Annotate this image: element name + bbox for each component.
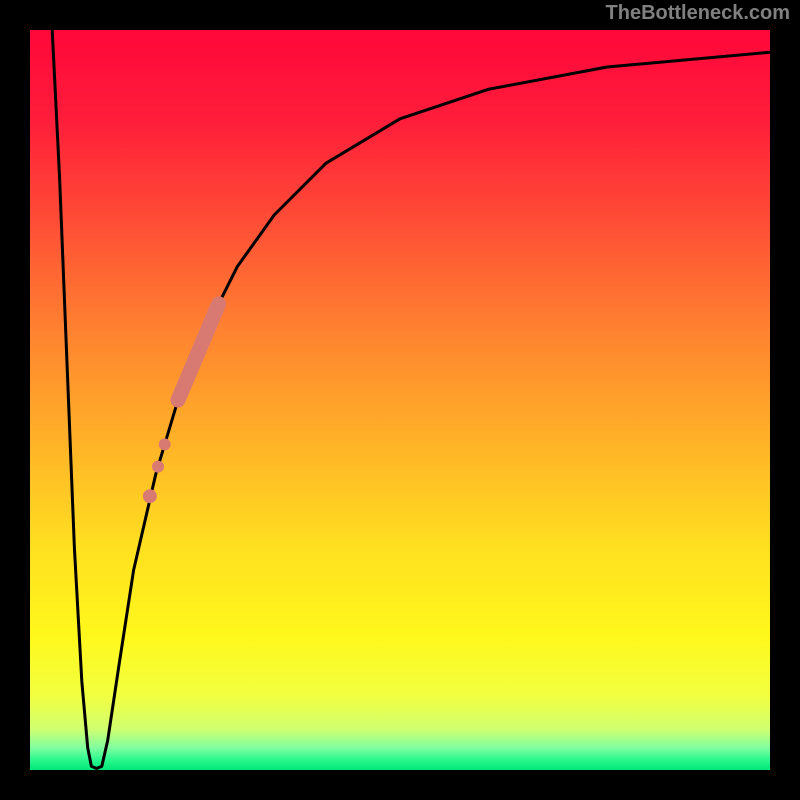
chart-svg [0,0,800,800]
highlight-dot [143,489,157,503]
watermark-text: TheBottleneck.com [606,2,790,25]
highlight-dot [159,438,171,450]
plot-area-gradient [30,30,770,770]
chart-container: TheBottleneck.com [0,0,800,800]
highlight-dot [152,461,164,473]
